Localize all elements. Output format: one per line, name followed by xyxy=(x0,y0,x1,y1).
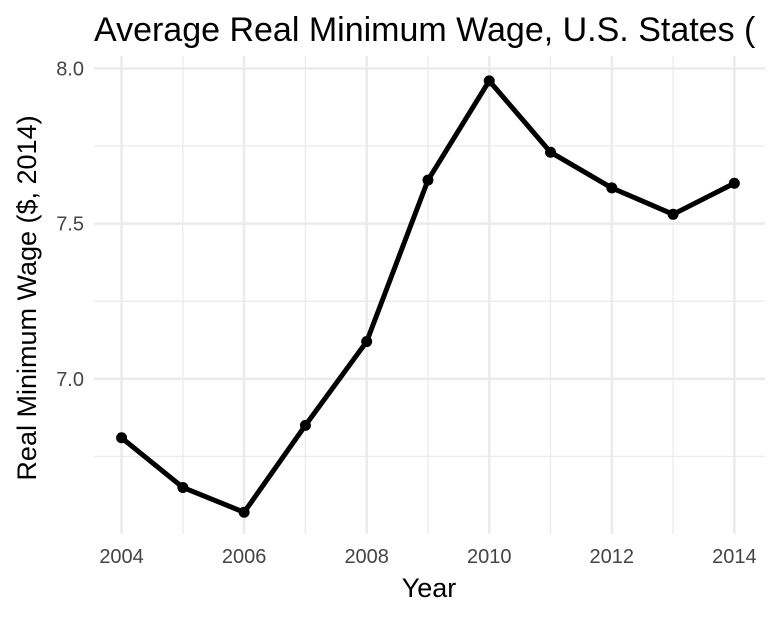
series xyxy=(116,75,740,518)
data-point xyxy=(299,419,311,431)
data-point xyxy=(238,506,250,518)
data-point xyxy=(606,182,618,194)
y-tick-label: 8.0 xyxy=(56,58,84,80)
x-tick-label: 2004 xyxy=(99,546,144,568)
data-point xyxy=(422,174,434,186)
grid xyxy=(94,56,765,534)
x-tick-label: 2006 xyxy=(222,546,267,568)
x-axis-label: Year xyxy=(402,573,457,603)
data-point xyxy=(483,75,495,87)
x-tick-label: 2014 xyxy=(712,546,757,568)
data-point xyxy=(667,208,679,220)
tick-labels: 2004 2006 2008 2010 2012 2014 7.0 7.5 8.0 xyxy=(56,58,756,568)
y-tick-label: 7.0 xyxy=(56,369,84,391)
data-point xyxy=(545,146,557,158)
x-tick-label: 2010 xyxy=(467,546,512,568)
y-axis-label: Real Minimum Wage ($, 2014) xyxy=(12,115,42,480)
data-point xyxy=(116,432,128,444)
chart-title: Average Real Minimum Wage, U.S. States ( xyxy=(94,11,756,49)
x-tick-label: 2008 xyxy=(344,546,389,568)
x-tick-label: 2012 xyxy=(590,546,635,568)
data-point xyxy=(361,336,373,348)
y-tick-label: 7.5 xyxy=(56,214,84,236)
data-point xyxy=(728,177,740,189)
data-point xyxy=(177,481,189,493)
